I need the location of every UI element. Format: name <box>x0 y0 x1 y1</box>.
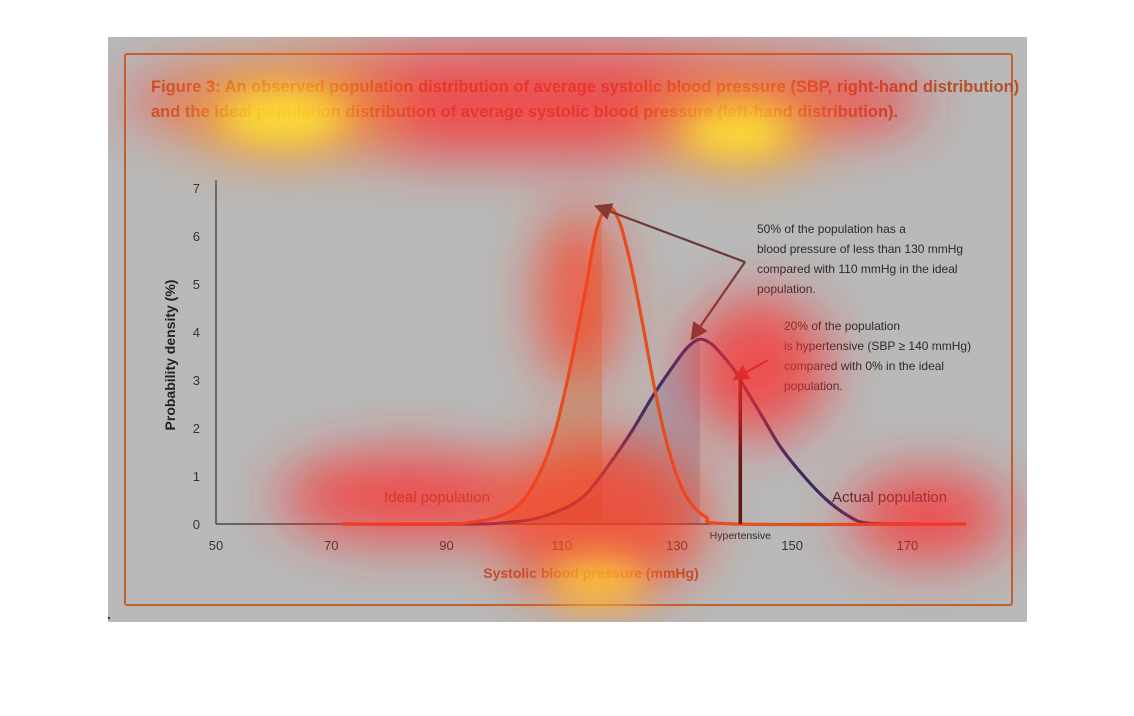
figure-image: Figure 3: An observed population distrib… <box>108 37 1027 622</box>
y-tick-label: 7 <box>193 181 200 196</box>
hypertensive-note-line: 20% of the population <box>784 319 900 333</box>
shaded-area <box>504 219 603 524</box>
x-axis-label: Systolic blood pressure (mmHg) <box>483 565 698 581</box>
y-tick-label: 4 <box>193 325 200 340</box>
x-tick-label: 110 <box>551 538 572 553</box>
y-tick-label: 5 <box>193 277 200 292</box>
median-note-line: compared with 110 mmHg in the ideal <box>757 262 958 276</box>
hypertensive-label: Hypertensive <box>710 530 771 542</box>
x-tick-labels: 50 70 90 110 130 150 170 <box>209 538 918 553</box>
ideal-series-label: Ideal population <box>384 489 490 506</box>
x-tick-label: 130 <box>666 538 688 553</box>
y-tick-labels: 0 1 2 3 4 5 6 7 <box>193 181 200 532</box>
y-tick-label: 3 <box>193 373 200 388</box>
hypertensive-note-line: compared with 0% in the ideal <box>784 359 944 373</box>
median-note-line: population. <box>757 282 816 296</box>
x-tick-label: 90 <box>439 538 453 553</box>
y-tick-label: 1 <box>193 469 200 484</box>
chart: 0 1 2 3 4 5 6 7 50 70 90 110 130 150 170 Probability … <box>162 180 971 581</box>
annotations: 50% of the population has a blood pressur… <box>757 222 971 393</box>
x-tick-label: 70 <box>324 538 338 553</box>
hypertensive-note-line: is hypertensive (SBP ≥ 140 mmHg) <box>784 339 971 353</box>
arrow-to-actual-peak <box>690 261 746 341</box>
x-tick-label: 150 <box>781 538 803 553</box>
y-axis-label: Probability density (%) <box>162 280 178 431</box>
hypertensive-note-line: population. <box>784 379 843 393</box>
arrow-to-ideal-peak <box>593 203 746 264</box>
actual-series-label: Actual population <box>832 489 947 506</box>
y-tick-label: 6 <box>193 229 200 244</box>
hypertensive-threshold: Hypertensive <box>710 380 771 542</box>
stray-dot <box>108 617 110 619</box>
median-note-line: 50% of the population has a <box>757 222 906 236</box>
median-note-line: blood pressure of less than 130 mmHg <box>757 242 963 256</box>
x-tick-label: 170 <box>897 538 919 553</box>
arrow-to-hypertensive <box>732 359 769 380</box>
x-tick-label: 50 <box>209 538 223 553</box>
y-tick-label: 2 <box>193 421 200 436</box>
y-tick-label: 0 <box>193 517 200 532</box>
